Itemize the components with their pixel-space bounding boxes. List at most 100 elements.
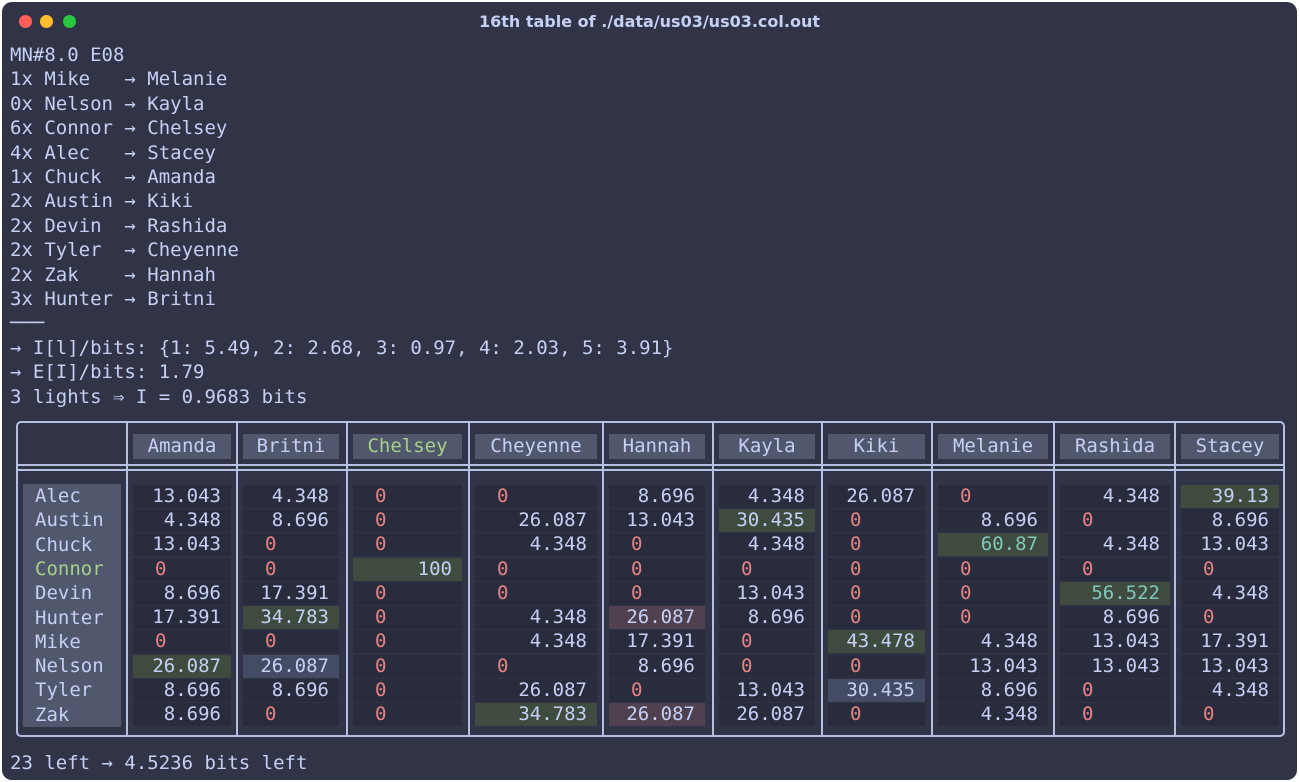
table-cell: 0 bbox=[475, 581, 597, 605]
table-cell: 4.348 bbox=[475, 630, 597, 654]
table-cell: 13.043 bbox=[133, 533, 231, 557]
column-header: Melanie bbox=[938, 434, 1048, 459]
table-cell: 0 bbox=[1060, 703, 1170, 727]
header-separator bbox=[16, 464, 1285, 466]
column-header: Chelsey bbox=[353, 434, 462, 459]
footer-line: 23 left → 4.5236 bits left bbox=[10, 752, 308, 774]
table-cell: 13.043 bbox=[133, 484, 231, 508]
column-header: Hannah bbox=[609, 434, 705, 459]
table-cell: 0 bbox=[353, 484, 462, 508]
table-cell: 0 bbox=[475, 654, 597, 678]
table-cell: 4.348 bbox=[938, 703, 1048, 727]
table-cell: 0 bbox=[1181, 606, 1279, 630]
column-separator bbox=[346, 423, 348, 737]
output-line: MN#8.0 E08 bbox=[10, 44, 125, 66]
table-cell: 8.696 bbox=[609, 484, 705, 508]
output-line: 4x Alec → Stacey bbox=[10, 141, 216, 164]
row-header: Austin bbox=[35, 509, 104, 532]
table-cell: 0 bbox=[133, 630, 231, 654]
table-cell: 13.043 bbox=[1181, 654, 1279, 678]
header-separator bbox=[16, 469, 1285, 471]
table-cell: 4.348 bbox=[133, 508, 231, 532]
table-cell: 60.87 bbox=[938, 533, 1048, 557]
table-cell: 8.696 bbox=[243, 679, 339, 702]
table-cell: 56.522 bbox=[1060, 581, 1170, 605]
table-cell: 0 bbox=[1181, 557, 1279, 581]
output-line: → I[l]/bits: {1: 5.49, 2: 2.68, 3: 0.97,… bbox=[10, 336, 674, 359]
table-cell: 0 bbox=[353, 630, 462, 654]
zoom-button[interactable] bbox=[63, 15, 76, 28]
table-cell: 8.696 bbox=[133, 703, 231, 727]
table-cell: 0 bbox=[243, 533, 339, 557]
table-cell: 0 bbox=[243, 703, 339, 727]
table-cell: 0 bbox=[1060, 557, 1170, 581]
table-cell: 0 bbox=[938, 484, 1048, 508]
column-header: Kiki bbox=[828, 434, 925, 459]
table-cell: 0 bbox=[719, 557, 815, 581]
table-cell: 0 bbox=[828, 703, 925, 727]
row-header: Connor bbox=[35, 557, 104, 580]
table-cell: 43.478 bbox=[828, 630, 925, 654]
table-cell: 0 bbox=[353, 508, 462, 532]
table-cell: 0 bbox=[828, 654, 925, 678]
column-separator bbox=[602, 423, 604, 737]
table-cell: 8.696 bbox=[133, 581, 231, 605]
output-line: 1x Chuck → Amanda bbox=[10, 166, 216, 189]
table-cell: 0 bbox=[719, 630, 815, 654]
table-cell: 17.391 bbox=[243, 581, 339, 605]
column-separator bbox=[1174, 423, 1176, 737]
column-separator bbox=[1053, 423, 1055, 737]
column-header: Amanda bbox=[133, 434, 231, 459]
table-cell: 8.696 bbox=[1060, 606, 1170, 630]
table-cell: 0 bbox=[828, 508, 925, 532]
row-header: Tyler bbox=[35, 679, 93, 702]
table-cell: 0 bbox=[353, 679, 462, 702]
output-line: 3x Hunter → Britni bbox=[10, 288, 216, 311]
row-header: Hunter bbox=[35, 606, 104, 629]
close-button[interactable] bbox=[19, 15, 32, 28]
column-separator bbox=[236, 423, 238, 737]
table-cell: 8.696 bbox=[609, 654, 705, 678]
table-cell: 0 bbox=[938, 606, 1048, 630]
table-cell: 26.087 bbox=[828, 484, 925, 508]
title-bar: 16th table of ./data/us03/us03.col.out bbox=[2, 2, 1297, 40]
table-cell: 4.348 bbox=[475, 533, 597, 557]
table-cell: 26.087 bbox=[475, 679, 597, 702]
table-cell: 0 bbox=[353, 606, 462, 630]
column-separator bbox=[821, 423, 823, 737]
table-cell: 34.783 bbox=[243, 606, 339, 630]
table-cell: 8.696 bbox=[1181, 508, 1279, 532]
column-header: Stacey bbox=[1181, 434, 1279, 459]
table-cell: 26.087 bbox=[609, 606, 705, 630]
table-cell: 0 bbox=[938, 581, 1048, 605]
table-cell: 8.696 bbox=[243, 508, 339, 532]
column-header: Kayla bbox=[719, 434, 815, 459]
minimize-button[interactable] bbox=[40, 15, 53, 28]
table-cell: 4.348 bbox=[1181, 679, 1279, 702]
table-cell: 8.696 bbox=[938, 508, 1048, 532]
output-line: 0x Nelson → Kayla bbox=[10, 92, 205, 115]
table-cell: 0 bbox=[609, 557, 705, 581]
table-cell: 26.087 bbox=[133, 654, 231, 678]
table-cell: 0 bbox=[828, 581, 925, 605]
table-cell: 26.087 bbox=[719, 703, 815, 727]
table-cell: 4.348 bbox=[719, 484, 815, 508]
table-cell: 13.043 bbox=[609, 508, 705, 532]
column-header: Cheyenne bbox=[475, 434, 597, 459]
row-header: Alec bbox=[35, 485, 81, 507]
output-line: ─── bbox=[10, 312, 45, 335]
table-cell: 0 bbox=[243, 557, 339, 581]
table-cell: 13.043 bbox=[1060, 654, 1170, 678]
column-separator bbox=[931, 423, 933, 737]
column-header: Britni bbox=[243, 434, 339, 459]
output-line: 2x Devin → Rashida bbox=[10, 214, 228, 237]
table-cell: 13.043 bbox=[719, 581, 815, 605]
table-cell: 0 bbox=[1060, 508, 1170, 532]
table-cell: 26.087 bbox=[609, 703, 705, 727]
table-cell: 8.696 bbox=[719, 606, 815, 630]
table-cell: 4.348 bbox=[938, 630, 1048, 654]
table-cell: 30.435 bbox=[719, 508, 815, 532]
window-title: 16th table of ./data/us03/us03.col.out bbox=[478, 12, 820, 31]
table-cell: 26.087 bbox=[475, 508, 597, 532]
